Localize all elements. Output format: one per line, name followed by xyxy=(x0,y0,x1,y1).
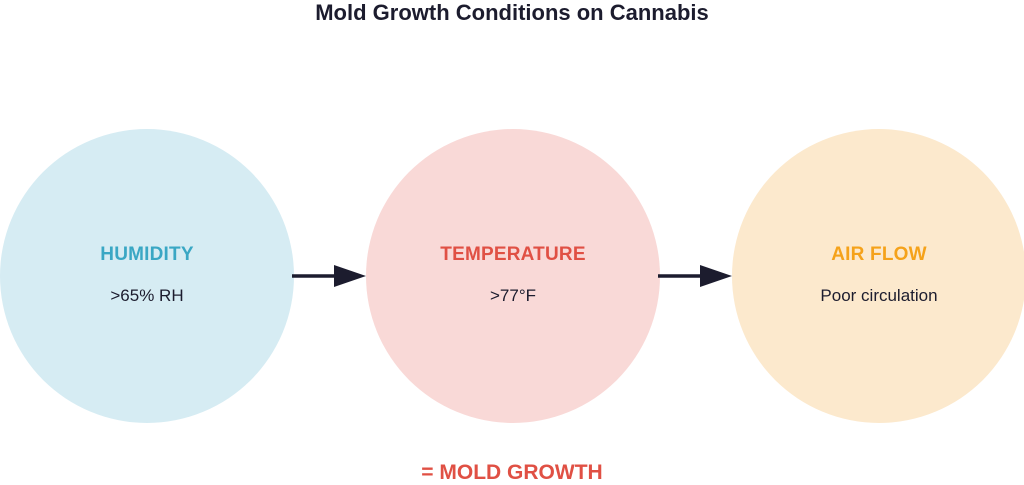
result-text: = MOLD GROWTH xyxy=(421,461,603,484)
temperature-value: >77°F xyxy=(489,286,537,305)
humidity-label: HUMIDITY xyxy=(100,244,194,265)
temperature-circle: TEMPERATURE >77°F xyxy=(366,129,660,423)
airflow-circle: AIR FLOW Poor circulation xyxy=(732,129,1024,423)
arrow-icon-humidity-to-temperature xyxy=(292,265,366,287)
humidity-value: >65% RH xyxy=(110,286,184,305)
arrow-icon-temperature-to-airflow xyxy=(658,265,732,287)
airflow-value: Poor circulation xyxy=(820,286,938,305)
humidity-circle: HUMIDITY >65% RH xyxy=(0,129,294,423)
airflow-label: AIR FLOW xyxy=(831,244,927,265)
temperature-label: TEMPERATURE xyxy=(440,244,586,265)
diagram-title: Mold Growth Conditions on Cannabis xyxy=(315,0,709,25)
